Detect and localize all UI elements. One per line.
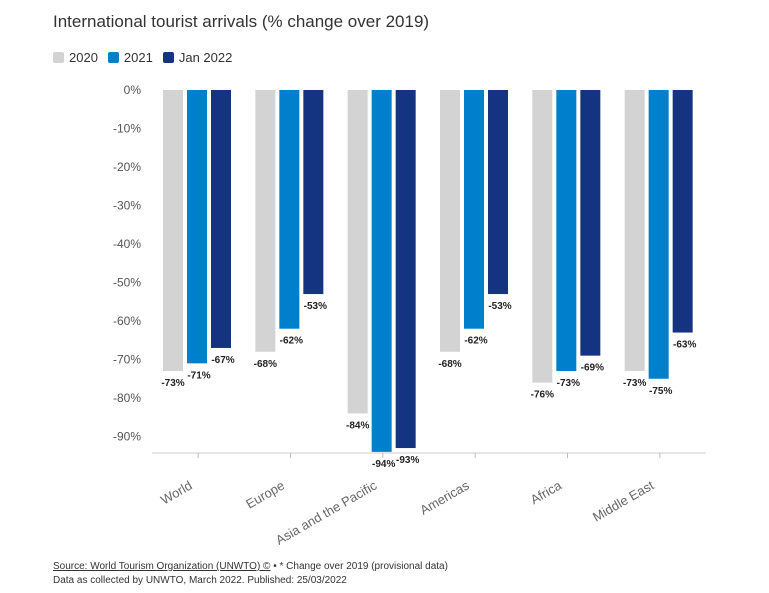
category-label: World	[158, 478, 195, 508]
y-tick-label: -60%	[113, 314, 141, 328]
bar	[279, 90, 300, 329]
y-tick-label: -40%	[113, 237, 141, 251]
bar	[347, 90, 368, 414]
data-label: -73%	[557, 378, 580, 389]
data-label: -67%	[211, 355, 234, 366]
data-label: -53%	[304, 301, 327, 312]
footer: Source: World Tourism Organization (UNWT…	[53, 560, 448, 588]
bar	[464, 90, 484, 329]
y-tick-label: -70%	[113, 353, 141, 367]
bar	[556, 90, 577, 372]
bar	[395, 90, 416, 449]
bar	[488, 90, 508, 295]
data-label: -62%	[280, 336, 303, 347]
bar	[672, 90, 693, 333]
data-label: -71%	[187, 370, 210, 381]
bar	[580, 90, 601, 356]
data-label: -63%	[673, 340, 696, 351]
legend-item-2021[interactable]: 2021	[107, 50, 153, 65]
chart-title: International tourist arrivals (% change…	[53, 12, 430, 31]
legend-swatch-2020	[53, 52, 64, 63]
bar	[440, 90, 460, 352]
legend: 2020 2021 Jan 2022	[53, 50, 232, 65]
category-label: Americas	[417, 477, 472, 517]
bar	[187, 90, 207, 364]
legend-swatch-2021	[107, 52, 119, 63]
legend-item-2020[interactable]: 2020	[53, 50, 98, 65]
data-label: -84%	[346, 420, 369, 431]
data-label: -53%	[488, 301, 511, 312]
bar	[163, 90, 183, 372]
y-tick-label: -50%	[113, 276, 141, 290]
category-label: Middle East	[590, 477, 657, 524]
category-label: Europe	[243, 478, 287, 512]
data-label: -69%	[581, 363, 604, 374]
data-collected-note: Data as collected by UNWTO, March 2022. …	[53, 575, 347, 586]
bar	[211, 90, 231, 348]
source-link[interactable]: Source: World Tourism Organization (UNWT…	[53, 561, 271, 572]
y-tick-label: -10%	[113, 122, 141, 136]
y-tick-label: -80%	[113, 391, 141, 405]
legend-label-2020: 2020	[69, 50, 98, 65]
legend-label-2021: 2021	[123, 50, 153, 65]
bar-chart: 0% -10% -20% -30% -40% -50% -60% -70% -80% -90% -7…	[113, 83, 706, 548]
category-label: Asia and the Pacific	[273, 477, 380, 547]
data-label: -62%	[464, 336, 487, 347]
bar	[624, 90, 645, 372]
data-label: -94%	[372, 459, 395, 470]
data-label: -73%	[623, 378, 646, 389]
data-label: -93%	[396, 455, 419, 466]
bar	[371, 90, 392, 452]
category-label: Africa	[528, 477, 565, 507]
y-tick-label: -30%	[113, 199, 141, 213]
data-label: -75%	[649, 386, 672, 397]
legend-swatch-jan-2022	[162, 52, 174, 63]
y-tick-label: 0%	[124, 83, 142, 97]
bar	[303, 90, 324, 295]
data-label: -68%	[254, 359, 277, 370]
data-label: -76%	[531, 390, 554, 401]
bar	[648, 90, 669, 379]
legend-item-jan-2022[interactable]: Jan 2022	[162, 50, 233, 65]
data-label: -73%	[161, 378, 184, 389]
bar	[255, 90, 276, 352]
y-tick-label: -90%	[113, 430, 141, 444]
data-label: -68%	[438, 359, 461, 370]
source-note: • * Change over 2019 (provisional data)	[270, 561, 448, 572]
legend-label-jan-2022: Jan 2022	[178, 50, 233, 65]
y-tick-label: -20%	[113, 160, 141, 174]
bar	[532, 90, 553, 383]
